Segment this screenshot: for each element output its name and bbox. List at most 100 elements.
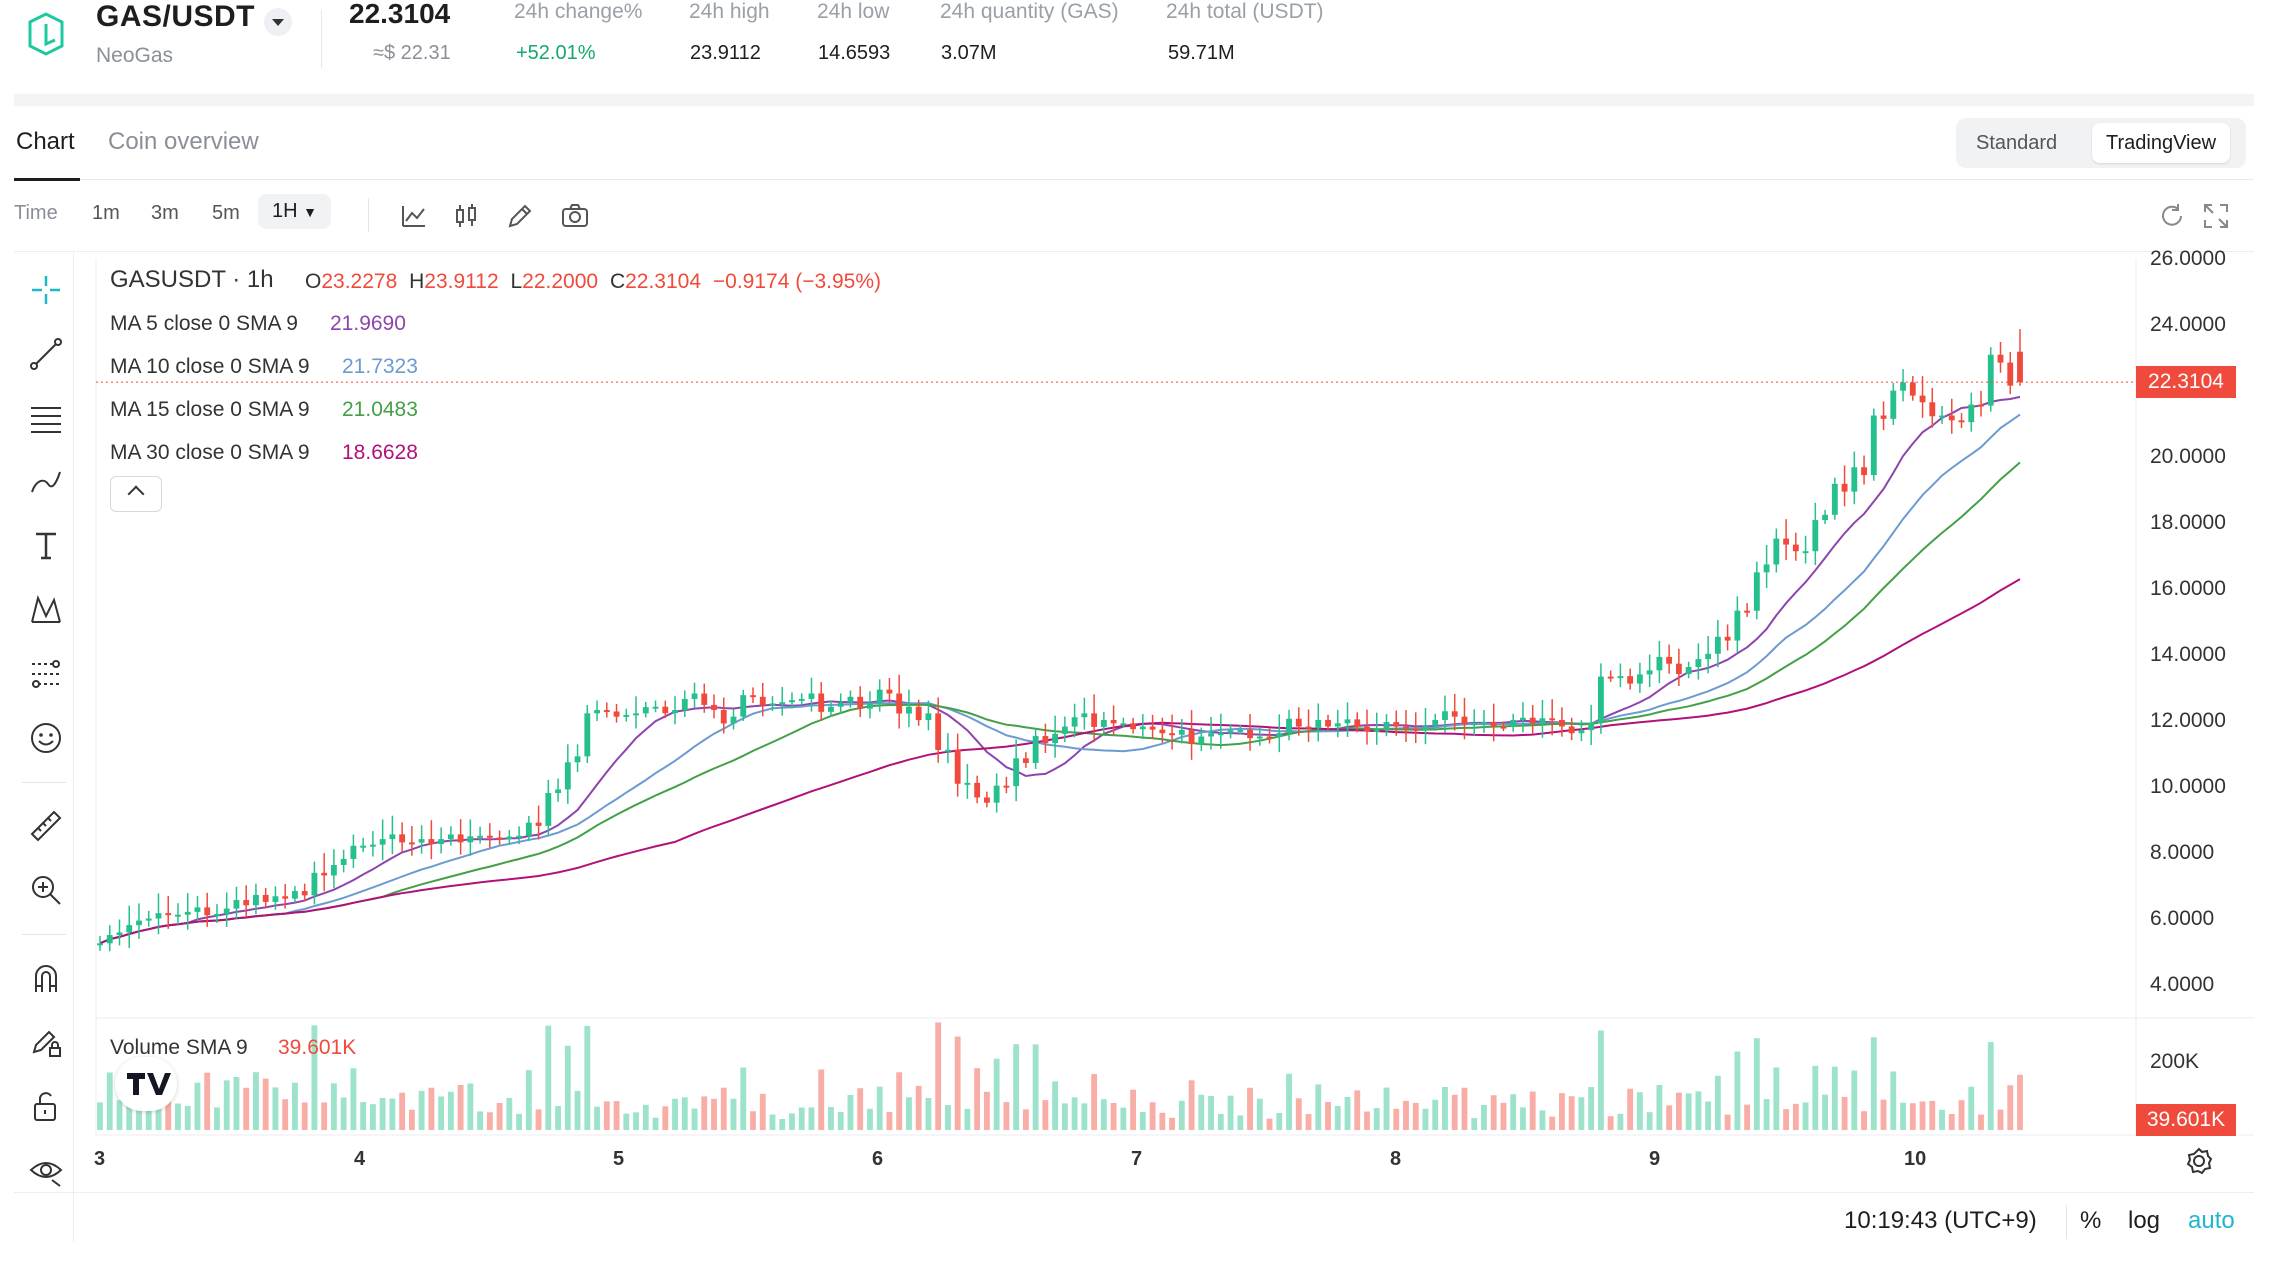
last-price: 22.3104: [349, 0, 451, 29]
pair-name[interactable]: GAS/USDT: [96, 0, 256, 33]
fib-levels-icon[interactable]: [28, 656, 64, 692]
stat-label-low: 24h low: [817, 0, 890, 23]
volume-axis-label: 200K: [2150, 1050, 2200, 1073]
ruler-icon[interactable]: [28, 808, 64, 844]
pair-fullname: NeoGas: [96, 44, 174, 67]
price-axis-label: 20.0000: [2150, 445, 2226, 468]
chart-symbol: GASUSDT · 1h: [110, 266, 274, 293]
divider: [2066, 1205, 2067, 1239]
candle-type-icon[interactable]: [450, 200, 482, 232]
pattern-icon[interactable]: [28, 592, 64, 628]
high-label: H: [409, 270, 425, 293]
time-axis-label: 10: [1904, 1148, 1927, 1170]
unlock-icon[interactable]: [28, 1088, 64, 1124]
clock-timezone[interactable]: 10:19:43 (UTC+9): [1844, 1207, 2037, 1234]
pencil-icon[interactable]: [504, 200, 536, 232]
tab-coin-overview[interactable]: Coin overview: [108, 128, 259, 155]
high-value: 23.9112: [424, 270, 499, 293]
interval-3m[interactable]: 3m: [151, 202, 179, 224]
tab-active-indicator: [14, 178, 80, 181]
eye-icon[interactable]: [28, 1152, 64, 1188]
view-toggle: Standard TradingView: [1956, 118, 2246, 168]
change-value: −0.9174 (−3.95%): [712, 270, 881, 293]
approx-price: ≈$ 22.31: [373, 42, 451, 64]
stat-label-quantity: 24h quantity (GAS): [940, 0, 1119, 23]
ma10-value: 21.7323: [342, 355, 418, 378]
ma30-label: MA 30 close 0 SMA 9: [110, 441, 310, 464]
stat-value-change: +52.01%: [516, 42, 596, 64]
lock-drawing-icon[interactable]: [28, 1024, 64, 1060]
legend-collapse-button[interactable]: [110, 476, 162, 512]
percent-scale-toggle[interactable]: %: [2080, 1207, 2102, 1234]
chevron-down-icon: ▼: [303, 204, 317, 220]
text-tool-icon[interactable]: [28, 528, 64, 564]
volume-value: 39.601K: [278, 1036, 357, 1059]
ma5-value: 21.9690: [330, 312, 406, 335]
current-price-tag: 22.3104: [2136, 366, 2236, 398]
stat-label-total: 24h total (USDT): [1166, 0, 1324, 23]
drawing-toolbar: [14, 252, 74, 1242]
auto-scale-toggle[interactable]: auto: [2188, 1207, 2235, 1234]
gear-icon[interactable]: [2184, 1146, 2214, 1176]
chart-toolbar: Time 1m 3m 5m 1H ▼: [14, 182, 2254, 252]
horizontal-lines-icon[interactable]: [28, 400, 64, 436]
refresh-icon[interactable]: [2156, 200, 2188, 232]
open-label: O: [305, 270, 322, 293]
time-button[interactable]: Time: [14, 202, 58, 224]
emoji-icon[interactable]: [28, 720, 64, 756]
stat-value-high: 23.9112: [690, 42, 761, 64]
low-value: 22.2000: [522, 270, 599, 293]
price-axis-label: 18.0000: [2150, 511, 2226, 534]
fullscreen-icon[interactable]: [2200, 200, 2232, 232]
time-axis-label: 8: [1390, 1148, 1402, 1170]
divider: [368, 198, 369, 232]
price-axis-label: 14.0000: [2150, 643, 2226, 666]
close-value: 22.3104: [625, 270, 702, 293]
log-scale-toggle[interactable]: log: [2128, 1207, 2161, 1234]
stat-label-change: 24h change%: [514, 0, 643, 23]
price-axis-label: 24.0000: [2150, 313, 2226, 336]
interval-5m[interactable]: 5m: [212, 202, 240, 224]
market-header: GAS/USDT NeoGas 22.3104 ≈$ 22.31 24h cha…: [14, 0, 2254, 94]
interval-selected-label: 1H: [272, 200, 298, 222]
zoom-in-icon[interactable]: [28, 872, 64, 908]
price-axis-label: 4.0000: [2150, 973, 2215, 996]
camera-icon[interactable]: [559, 200, 591, 232]
indicator-icon[interactable]: [398, 200, 430, 232]
divider: [321, 10, 322, 68]
ma5-label: MA 5 close 0 SMA 9: [110, 312, 298, 335]
chart-footer: 10:19:43 (UTC+9) % log auto: [14, 1192, 2254, 1252]
standard-view-button[interactable]: Standard: [1976, 132, 2058, 154]
low-label: L: [510, 270, 523, 293]
brush-icon[interactable]: [28, 464, 64, 500]
price-axis-label: 10.0000: [2150, 775, 2226, 798]
tradingview-view-button[interactable]: TradingView: [2092, 123, 2231, 163]
ma10-label: MA 10 close 0 SMA 9: [110, 355, 310, 378]
volume-label: Volume SMA 9: [110, 1036, 248, 1059]
tradingview-logo-icon: [127, 1073, 171, 1095]
trend-line-icon[interactable]: [28, 336, 64, 372]
ma15-value: 21.0483: [342, 398, 418, 421]
time-axis-label: 6: [872, 1148, 884, 1170]
time-axis-label: 4: [354, 1148, 366, 1170]
price-axis-label: 8.0000: [2150, 841, 2215, 864]
price-axis-label: 16.0000: [2150, 577, 2226, 600]
time-axis-label: 7: [1131, 1148, 1143, 1170]
stat-label-high: 24h high: [689, 0, 770, 23]
price-axis-label: 26.0000: [2150, 247, 2226, 270]
magnet-icon[interactable]: [28, 960, 64, 996]
section-divider: [14, 94, 2254, 106]
crosshair-icon[interactable]: [28, 272, 64, 308]
ohlc-legend: O23.2278 H23.9112 L22.2000 C22.3104 −0.9…: [305, 270, 881, 294]
interval-1h-dropdown[interactable]: 1H ▼: [258, 194, 331, 229]
stat-value-quantity: 3.07M: [941, 42, 997, 64]
open-value: 23.2278: [321, 270, 398, 293]
interval-1m[interactable]: 1m: [92, 202, 120, 224]
tab-chart[interactable]: Chart: [16, 128, 75, 155]
neogas-logo-icon: [28, 12, 64, 56]
stat-value-total: 59.71M: [1168, 42, 1235, 64]
pair-dropdown-icon[interactable]: [264, 8, 292, 36]
ma15-label: MA 15 close 0 SMA 9: [110, 398, 310, 421]
tradingview-logo[interactable]: [115, 1057, 177, 1111]
volume-tag: 39.601K: [2136, 1104, 2236, 1136]
